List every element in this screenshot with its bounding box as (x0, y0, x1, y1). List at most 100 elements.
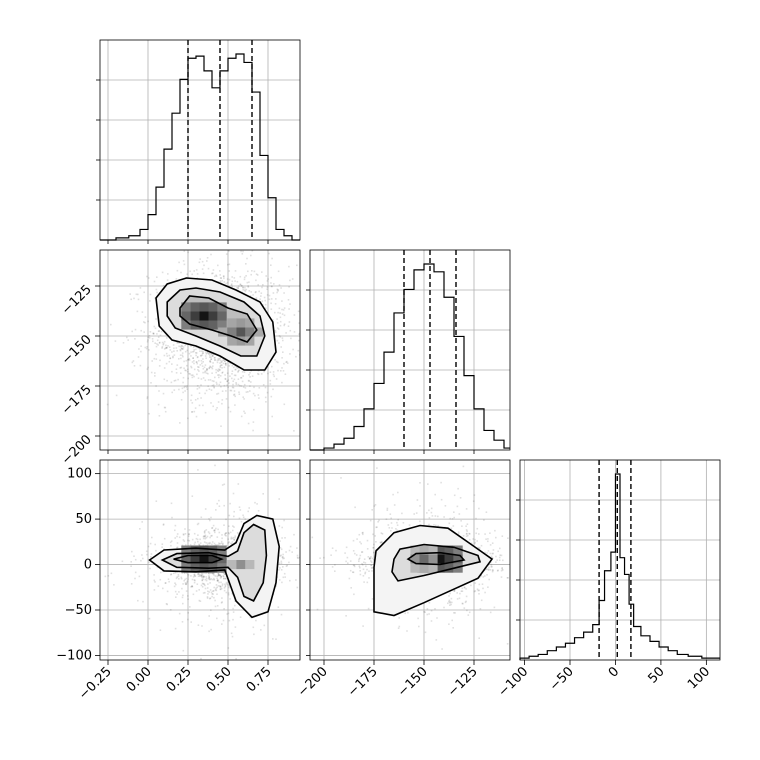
scatter-point (151, 360, 153, 362)
scatter-point (175, 596, 177, 598)
scatter-point (219, 368, 221, 371)
scatter-point (222, 362, 225, 365)
scatter-point (276, 327, 279, 329)
scatter-point (264, 307, 267, 309)
scatter-point (280, 569, 283, 571)
scatter-point (230, 536, 233, 539)
scatter-point (283, 323, 286, 325)
scatter-point (293, 331, 296, 333)
scatter-point (176, 542, 179, 544)
scatter-point (221, 534, 223, 536)
scatter-point (185, 577, 188, 580)
scatter-point (182, 583, 184, 585)
scatter-point (451, 619, 453, 622)
scatter-point (158, 330, 160, 332)
scatter-point (308, 570, 310, 572)
scatter-point (280, 548, 283, 551)
scatter-point (347, 562, 349, 564)
scatter-point (130, 583, 133, 585)
scatter-point (193, 532, 196, 535)
scatter-point (197, 522, 200, 525)
scatter-point (243, 410, 245, 413)
scatter-point (260, 292, 263, 294)
scatter-point (154, 581, 156, 583)
scatter-point (228, 525, 230, 527)
scatter-point (156, 291, 158, 294)
scatter-point (223, 572, 225, 575)
scatter-point (198, 572, 200, 575)
scatter-point (194, 399, 197, 401)
scatter-point (220, 359, 222, 362)
scatter-point (213, 542, 216, 545)
scatter-point (214, 359, 216, 361)
scatter-point (345, 615, 347, 617)
scatter-point (248, 281, 250, 283)
scatter-point (215, 589, 218, 592)
scatter-point (291, 551, 293, 553)
scatter-point (189, 270, 191, 273)
scatter-point (252, 392, 255, 395)
scatter-point (279, 540, 281, 542)
scatter-point (237, 287, 239, 289)
scatter-point (277, 311, 279, 314)
scatter-point (466, 609, 468, 612)
density-cell (181, 554, 191, 564)
scatter-point (190, 575, 192, 577)
scatter-point (267, 278, 269, 280)
scatter-point (249, 390, 251, 392)
scatter-point (502, 569, 504, 571)
scatter-point (219, 270, 221, 272)
scatter-point (155, 318, 157, 320)
contour-level-2 (160, 523, 268, 602)
scatter-point (172, 344, 175, 346)
scatter-point (228, 586, 230, 589)
density-cell (236, 327, 246, 337)
scatter-point (228, 532, 230, 535)
scatter-point (178, 342, 180, 344)
scatter-point (449, 592, 451, 595)
scatter-point (239, 384, 241, 387)
scatter-point (210, 356, 212, 358)
scatter-point (217, 574, 220, 577)
scatter-point (358, 565, 361, 567)
scatter-point (226, 613, 228, 615)
scatter-point (240, 284, 243, 287)
scatter-point (153, 574, 155, 576)
scatter-point (507, 537, 509, 539)
scatter-point (200, 574, 203, 576)
scatter-point (157, 585, 160, 587)
scatter-point (222, 619, 225, 622)
scatter-point (139, 287, 142, 289)
scatter-point (284, 576, 286, 578)
scatter-point (231, 386, 234, 389)
scatter-point (220, 575, 223, 578)
scatter-point (182, 539, 185, 541)
scatter-point (204, 534, 207, 537)
scatter-point (326, 337, 328, 339)
scatter-point (247, 391, 249, 393)
scatter-point (180, 271, 182, 274)
scatter-point (137, 356, 140, 358)
scatter-point (187, 574, 189, 576)
density-cell (254, 327, 264, 337)
scatter-point (152, 332, 155, 335)
scatter-point (178, 612, 181, 615)
scatter-point (292, 348, 294, 351)
scatter-point (214, 275, 216, 278)
scatter-point (237, 483, 240, 485)
scatter-point (225, 583, 228, 585)
scatter-point (191, 376, 194, 379)
scatter-point (209, 365, 211, 368)
scatter-point (209, 361, 212, 363)
scatter-point (215, 509, 217, 511)
scatter-point (221, 372, 223, 374)
scatter-point (212, 572, 214, 575)
scatter-point (183, 579, 185, 582)
scatter-point (192, 593, 195, 596)
scatter-point (361, 551, 363, 553)
scatter-point (208, 542, 211, 545)
scatter-point (453, 612, 455, 614)
joint-panel-content (100, 242, 328, 450)
scatter-point (270, 282, 272, 284)
scatter-point (241, 242, 243, 244)
